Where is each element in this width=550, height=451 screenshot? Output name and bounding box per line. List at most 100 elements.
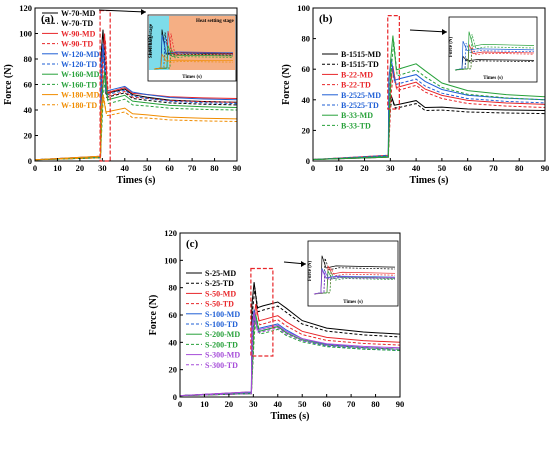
legend: S-25-MDS-25-TDS-50-MD S-50-TDS-100-MDS-10… — [186, 269, 240, 370]
zoom-inset: Times (s) Force (N) — [307, 240, 399, 307]
x-tick-label: 80 — [210, 163, 219, 173]
x-tick-label: 90 — [233, 163, 242, 173]
legend-entry: B-22-MD — [341, 70, 373, 79]
x-tick-label: 70 — [489, 163, 498, 173]
x-tick-label: 20 — [76, 163, 85, 173]
zoom-inset: Times (s) Force (N) — [448, 16, 538, 83]
series-line-s-200-td — [179, 317, 401, 397]
inset-y-label: Force (N) — [449, 37, 454, 58]
x-axis-label: Times (s) — [271, 411, 310, 422]
y-tick-label: 120 — [19, 3, 32, 13]
zoom-inset: Heat setting stage Stretching stage Times … — [147, 14, 237, 82]
legend-entry: S-25-MD — [205, 269, 236, 278]
legend-entry: W-90-TD — [61, 40, 93, 49]
x-tick-label: 90 — [396, 399, 405, 409]
zoom-arrowhead — [141, 9, 146, 15]
inset-line — [153, 47, 234, 70]
series-line-w-180-md — [34, 94, 238, 161]
series-line-s-300-md — [179, 312, 401, 397]
legend-entry: W-70-MD — [61, 9, 96, 18]
inset-frame — [307, 240, 399, 307]
series-line-b-33-td — [312, 41, 546, 160]
y-tick-label: 80 — [24, 54, 33, 64]
legend-entry: B-1515-MD — [341, 50, 381, 59]
y-tick-label: 0 — [28, 156, 32, 166]
legend-entry: S-100-TD — [205, 320, 238, 329]
series-line-s-25-md — [179, 282, 401, 397]
y-tick-label: 60 — [24, 80, 33, 90]
series-line-b-33-md — [312, 35, 546, 160]
zoom-region-box — [99, 9, 111, 162]
panel-label: (c) — [186, 238, 199, 250]
y-tick-label: 40 — [302, 95, 311, 105]
y-tick-label: 120 — [164, 228, 177, 238]
inset-x-label: Times (s) — [182, 75, 202, 80]
x-tick-label: 20 — [225, 399, 234, 409]
series-line-s-300-td — [179, 316, 401, 397]
legend-entry: B-33-MD — [341, 111, 373, 120]
panel-label: (a) — [41, 13, 54, 25]
zoom-arrow — [409, 29, 448, 33]
y-tick-label: 0 — [306, 156, 310, 166]
x-tick-label: 10 — [53, 163, 62, 173]
y-tick-label: 100 — [297, 3, 310, 13]
series-line-w-120-td — [34, 48, 238, 161]
x-tick-label: 60 — [165, 163, 174, 173]
legend-entry: S-50-MD — [205, 289, 236, 298]
x-tick-label: 50 — [298, 399, 307, 409]
x-tick-label: 0 — [178, 399, 182, 409]
inset-annotation: Stretching stage — [149, 23, 154, 58]
legend-entry: B-1515-TD — [341, 60, 379, 69]
inset-line — [454, 41, 535, 71]
y-tick-label: 40 — [169, 337, 178, 347]
legend-entry: B-22-TD — [341, 81, 371, 90]
inset-line — [153, 53, 234, 70]
inset-x-label: Times (s) — [483, 76, 503, 81]
legend-entry: S-200-MD — [205, 330, 240, 339]
inset-series — [454, 31, 535, 71]
series-line-w-70-td — [34, 37, 238, 161]
zoom-arrowhead — [301, 261, 306, 267]
inset-line — [313, 269, 396, 295]
series-line-w-90-md — [34, 33, 238, 161]
inset-series — [153, 29, 234, 70]
zoom-region-box — [250, 267, 274, 357]
x-tick-label: 0 — [311, 163, 315, 173]
plot-frame — [312, 7, 546, 162]
chart-panel-3: 0 10 20 30 40 50 60 70 80 90 0 20 40 60 80 100 120 Times … — [148, 228, 404, 422]
x-tick-label: 40 — [412, 163, 421, 173]
inset-line — [313, 267, 396, 295]
legend-entry: W-180-TD — [61, 101, 97, 110]
legend-entry: W-160-TD — [61, 80, 97, 89]
legend-entry: S-200-TD — [205, 340, 238, 349]
legend-entry: W-90-MD — [61, 29, 96, 38]
legend-entry: W-70-TD — [61, 19, 93, 28]
y-tick-label: 20 — [169, 365, 178, 375]
y-axis-label: Force (N) — [3, 64, 14, 105]
inset-y-label: Force (N) — [148, 35, 153, 56]
x-tick-label: 0 — [33, 163, 37, 173]
legend-entry: S-300-MD — [205, 351, 240, 360]
heat-setting-stage-band — [169, 16, 235, 70]
legend-entry: W-180-MD — [61, 91, 100, 100]
legend-entry: S-100-MD — [205, 310, 240, 319]
legend-entry: B-2525-MD — [341, 91, 381, 100]
x-axis-label: Times (s) — [410, 175, 449, 186]
legend-entry: B-33-TD — [341, 121, 371, 130]
inset-y-label: Force (N) — [308, 261, 313, 282]
x-tick-label: 80 — [371, 399, 380, 409]
x-tick-label: 70 — [188, 163, 197, 173]
zoom-arrow — [98, 9, 147, 13]
legend-entry: W-120-MD — [61, 50, 100, 59]
legend-entry: S-25-TD — [205, 279, 234, 288]
legend-entry: W-120-TD — [61, 60, 97, 69]
x-tick-label: 30 — [386, 163, 395, 173]
series-line-s-200-md — [179, 314, 401, 397]
y-tick-label: 80 — [169, 283, 178, 293]
inset-series — [313, 255, 396, 295]
x-tick-label: 50 — [143, 163, 152, 173]
y-tick-label: 60 — [169, 310, 178, 320]
y-axis-label: Force (N) — [148, 295, 159, 336]
series-line-w-160-td — [34, 78, 238, 161]
